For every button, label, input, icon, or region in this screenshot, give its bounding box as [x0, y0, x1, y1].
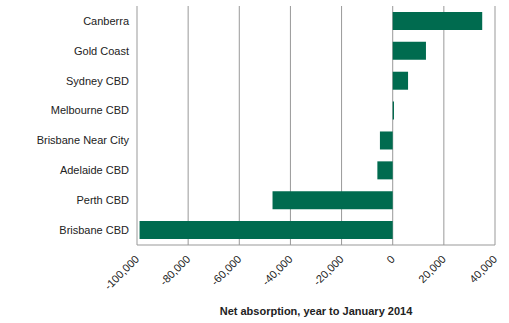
svg-text:Brisbane Near City: Brisbane Near City: [37, 134, 130, 146]
svg-text:-100,000: -100,000: [102, 253, 141, 292]
svg-text:Gold Coast: Gold Coast: [74, 45, 129, 57]
svg-text:0: 0: [384, 253, 397, 266]
svg-text:20,000: 20,000: [416, 253, 448, 285]
svg-text:-20,000: -20,000: [311, 253, 346, 288]
svg-text:40,000: 40,000: [467, 253, 499, 285]
svg-text:Brisbane CBD: Brisbane CBD: [59, 224, 129, 236]
svg-text:-80,000: -80,000: [158, 253, 193, 288]
svg-text:Sydney CBD: Sydney CBD: [66, 75, 129, 87]
svg-text:-60,000: -60,000: [209, 253, 244, 288]
svg-text:Adelaide CBD: Adelaide CBD: [60, 164, 129, 176]
svg-text:Perth CBD: Perth CBD: [76, 194, 129, 206]
svg-text:-40,000: -40,000: [260, 253, 295, 288]
svg-text:Net absorption, year to Januar: Net absorption, year to January 2014: [220, 305, 413, 317]
svg-text:Canberra: Canberra: [83, 15, 130, 27]
svg-text:Melbourne CBD: Melbourne CBD: [51, 104, 129, 116]
